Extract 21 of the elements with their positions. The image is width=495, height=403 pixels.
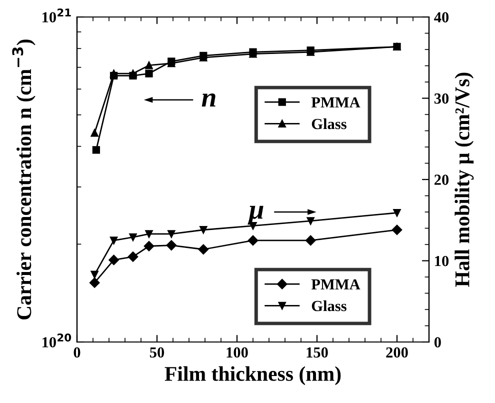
x-tick-label: 100 [226,347,248,358]
y-axis-title: Carrier concentration n (cm$^{−3}$) [12,40,36,320]
x-axis-title: Film thickness (nm) [164,366,341,386]
legend-label: Glass [312,118,346,130]
annotation: μ [248,206,264,225]
legend-label: PMMA [311,97,360,108]
y2-tick-label: 0 [434,337,441,348]
x-tick-label: 0 [74,347,80,358]
x-tick-label: 50 [150,347,164,358]
y-tick-label: 10$^{21}$ [42,8,71,22]
y2-tick-label: 30 [434,93,449,104]
y-tick-label: 10$^{20}$ [42,334,72,348]
x-tick-label: 150 [306,347,328,358]
y2-tick-label: 10 [435,256,449,266]
x-tick-label: 200 [386,347,408,358]
legend-label: Glass [312,300,346,312]
legend-label: PMMA [311,279,360,290]
y2-tick-label: 20 [434,174,449,185]
annotation: n [202,93,216,107]
y2-tick-label: 40 [434,12,449,22]
y2-axis-title: Hall mobility μ (cm²/Vs) [454,72,474,287]
